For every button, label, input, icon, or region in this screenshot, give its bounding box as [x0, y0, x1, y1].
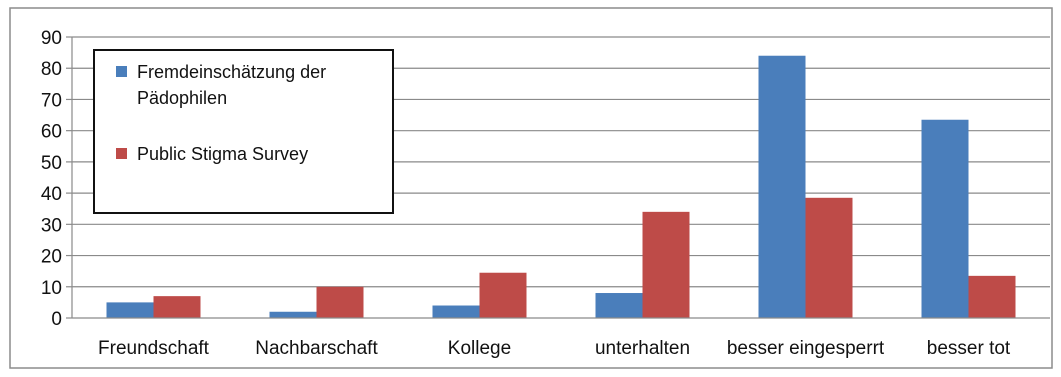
x-category-label: Freundschaft [98, 338, 210, 359]
bar-public-stigma-4 [805, 197, 853, 318]
bar-public-stigma-5 [968, 275, 1016, 318]
y-tick-label: 50 [41, 153, 62, 174]
legend-swatch [116, 148, 127, 159]
y-tick-label: 70 [41, 90, 62, 111]
bar-fremdeinschaetzung-4 [758, 55, 806, 318]
x-category-label: Nachbarschaft [255, 338, 378, 359]
y-tick-label: 30 [41, 215, 62, 236]
bar-fremdeinschaetzung-2 [432, 305, 480, 318]
y-axis-ticks: 0 10 20 30 40 50 60 70 80 90 [41, 28, 73, 330]
x-axis-labels: Freundschaft Nachbarschaft Kollege unterhal… [98, 338, 1011, 359]
x-category-label: besser tot [927, 338, 1011, 359]
y-tick-label: 20 [41, 247, 62, 268]
legend-label: Public Stigma Survey [137, 144, 308, 164]
bar-fremdeinschaetzung-0 [106, 302, 154, 318]
bar-public-stigma-2 [479, 272, 527, 318]
bar-public-stigma-0 [153, 296, 201, 318]
bar-fremdeinschaetzung-3 [595, 293, 643, 318]
y-tick-label: 80 [41, 59, 62, 80]
bar-public-stigma-1 [316, 286, 364, 318]
x-category-label: Kollege [448, 338, 511, 359]
bar-fremdeinschaetzung-5 [921, 119, 969, 318]
legend-label: Pädophilen [137, 88, 227, 108]
legend-swatch [116, 66, 127, 77]
x-category-label: unterhalten [595, 338, 690, 359]
gridlines [72, 36, 1050, 288]
bar-public-stigma-3 [642, 211, 690, 318]
bar-fremdeinschaetzung-1 [269, 311, 317, 318]
legend-box [93, 49, 394, 214]
legend: Fremdeinschätzung der Pädophilen Public St… [93, 49, 394, 214]
y-tick-label: 40 [41, 184, 62, 205]
legend-label: Fremdeinschätzung der [137, 62, 326, 82]
bars [106, 55, 1016, 318]
y-tick-label: 0 [51, 309, 62, 330]
y-tick-label: 60 [41, 122, 62, 143]
x-category-label: besser eingesperrt [727, 338, 885, 359]
y-tick-label: 90 [41, 28, 62, 49]
y-tick-label: 10 [41, 278, 62, 299]
